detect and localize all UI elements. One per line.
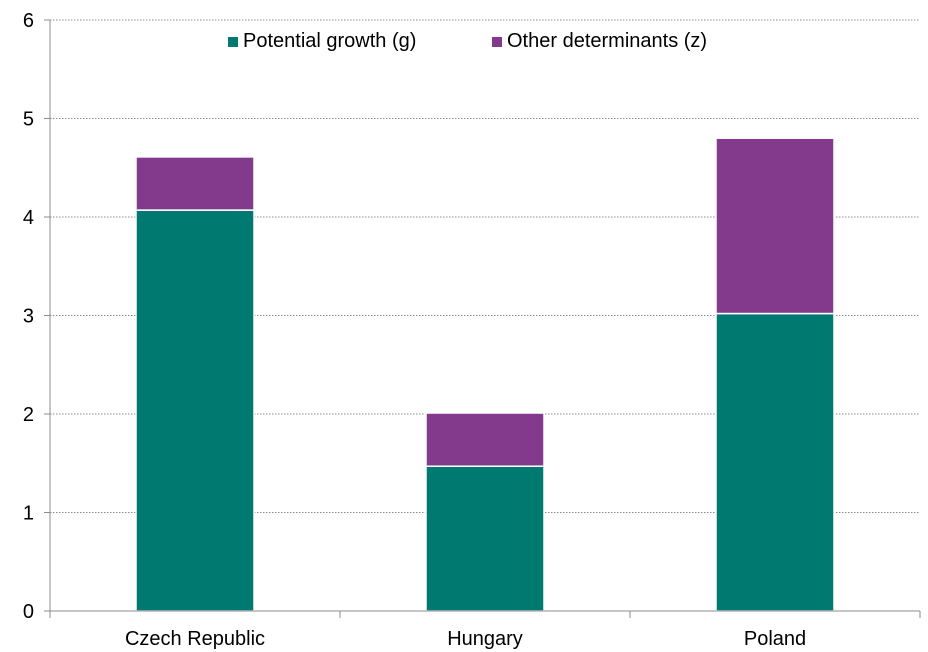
axes: 0 1 2 3 4 5 6 Czech Republic Hungary Poland	[23, 10, 921, 650]
legend-label: Potential growth (g)	[243, 30, 416, 52]
y-tick-label: 3	[23, 306, 34, 328]
bar-segment-other-determinants	[135, 156, 255, 211]
y-tick-label: 6	[23, 10, 34, 32]
y-tick-label: 2	[23, 404, 34, 426]
y-tick-label: 0	[23, 601, 34, 623]
bars	[135, 137, 835, 612]
legend-label: Other determinants (z)	[507, 30, 707, 52]
x-tick-label: Hungary	[447, 628, 523, 650]
bar-segment-potential-growth	[715, 312, 835, 612]
bar-segment-other-determinants	[715, 137, 835, 315]
legend-swatch	[228, 37, 238, 47]
legend-swatch	[492, 37, 502, 47]
x-tick-label: Czech Republic	[125, 628, 265, 650]
x-tick-label: Poland	[744, 628, 806, 650]
legend: Potential growth (g) Other determinants (…	[228, 30, 707, 52]
y-tick-label: 1	[23, 503, 34, 525]
y-tick-label: 5	[23, 109, 34, 131]
bar-segment-potential-growth	[425, 465, 545, 612]
y-tick-label: 4	[23, 207, 34, 229]
bar-segment-other-determinants	[425, 412, 545, 467]
bar-segment-potential-growth	[135, 209, 255, 612]
